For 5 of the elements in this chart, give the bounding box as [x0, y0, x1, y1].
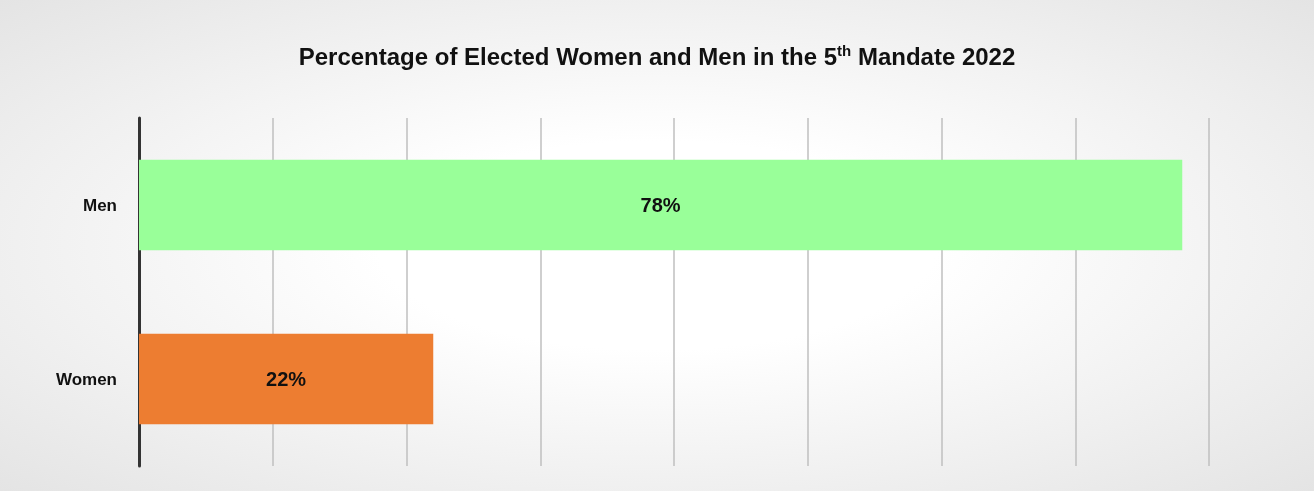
y-tick-label: Women — [55, 369, 117, 389]
chart-title: Percentage of Elected Women and Men in the 5$^{th}$ Mandate 2022 — [297, 42, 1017, 71]
y-tick-label: Men — [83, 195, 117, 215]
data-label: 22% — [266, 368, 307, 390]
data-label: 78% — [640, 194, 681, 216]
